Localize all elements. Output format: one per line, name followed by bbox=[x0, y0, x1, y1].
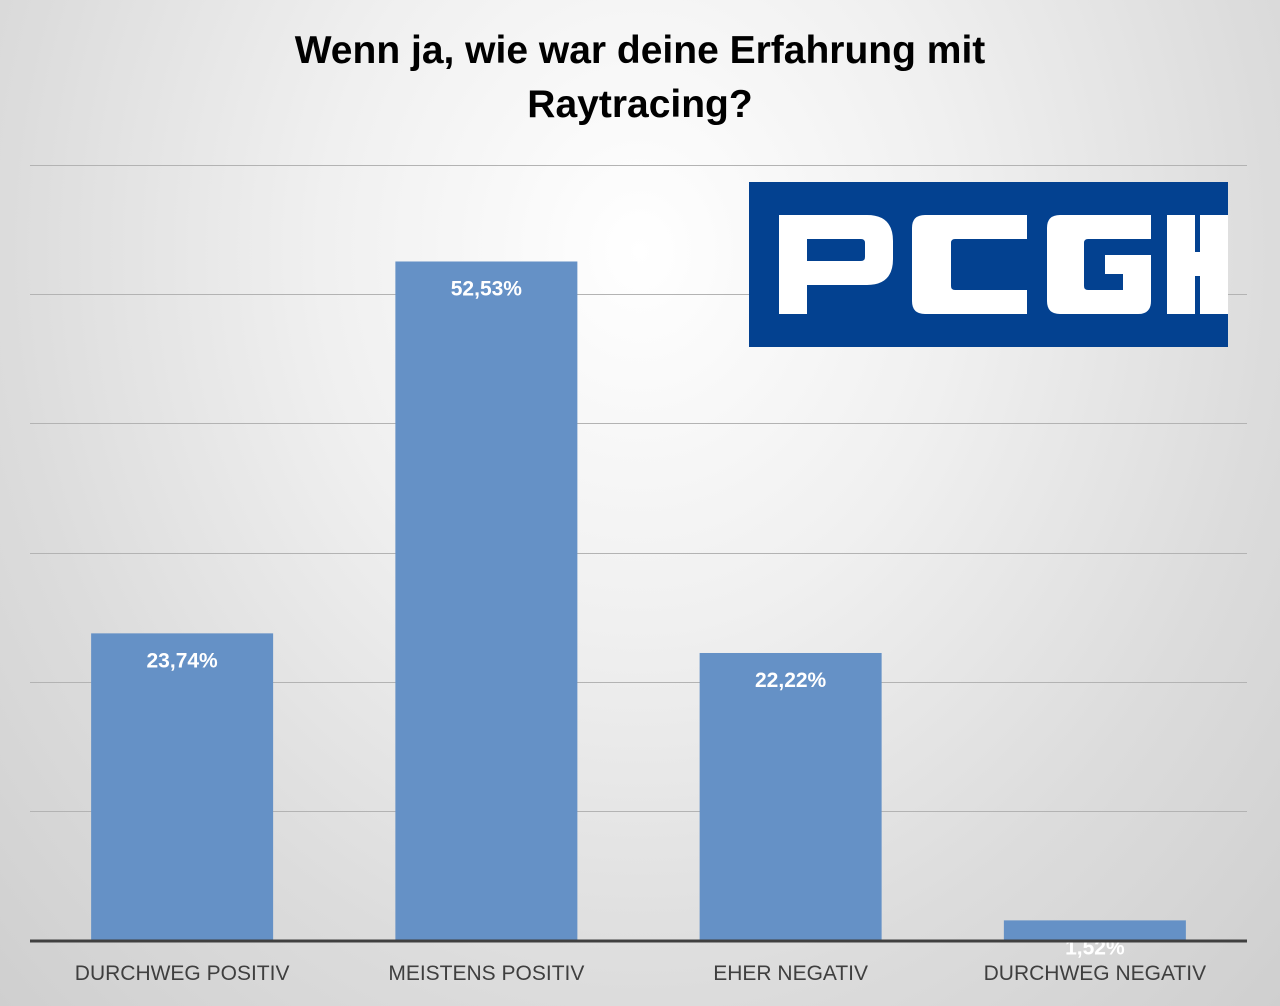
data-labels: 23,74%52,53%22,22%1,52% bbox=[147, 277, 1125, 959]
category-labels: DURCHWEG POSITIV MEISTENS POSITIV EHER NEG… bbox=[75, 962, 1206, 985]
chart-title: Wenn ja, wie war deine Erfahrung mit Ray… bbox=[0, 24, 1280, 132]
pcgh-logo-graphic bbox=[779, 215, 1228, 314]
category-label: MEISTENS POSITIV bbox=[388, 962, 584, 985]
data-label: 23,74% bbox=[147, 649, 219, 672]
bar bbox=[1003, 920, 1186, 940]
chart-title-line-1: Wenn ja, wie war deine Erfahrung mit bbox=[294, 29, 986, 72]
chart-title-line-2: Raytracing? bbox=[527, 83, 753, 126]
pcgh-logo bbox=[749, 182, 1228, 347]
data-label: 52,53% bbox=[451, 277, 523, 300]
bars bbox=[91, 261, 1186, 940]
category-label: DURCHWEG NEGATIV bbox=[984, 962, 1206, 985]
data-label: 22,22% bbox=[755, 669, 827, 692]
bar bbox=[91, 633, 274, 940]
category-label: DURCHWEG POSITIV bbox=[75, 962, 290, 985]
bar bbox=[699, 652, 882, 940]
category-label: EHER NEGATIV bbox=[713, 962, 868, 985]
bar bbox=[395, 261, 578, 940]
